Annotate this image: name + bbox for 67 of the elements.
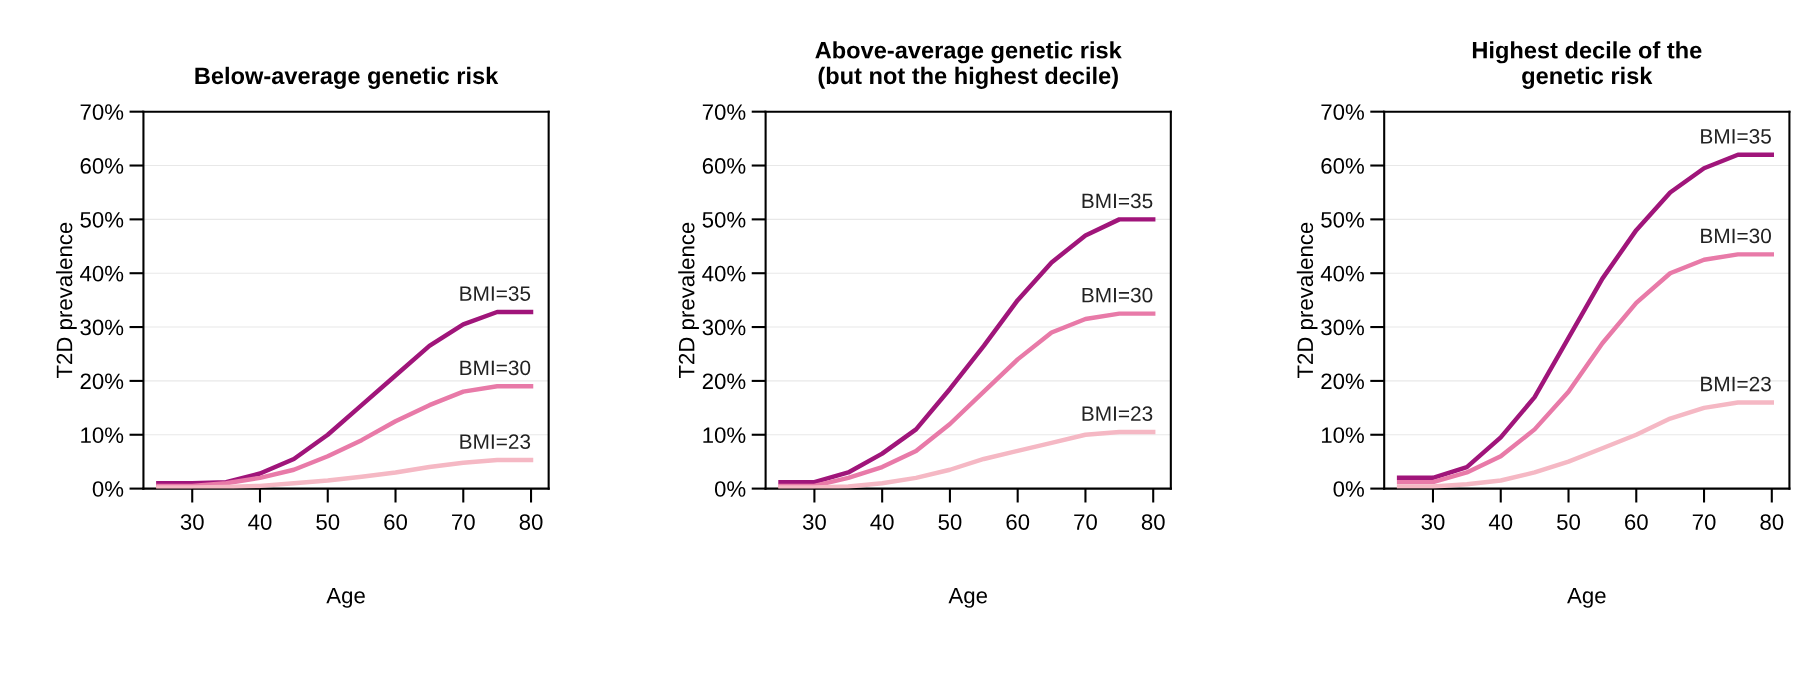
y-tick-label: 10% (81, 427, 124, 444)
line-series (156, 309, 534, 486)
y-tick-label: 40% (702, 265, 746, 282)
y-tick-label: 60% (80, 158, 124, 174)
x-tick-label: 70 (452, 514, 475, 530)
x-axis-title: Age (1567, 587, 1606, 608)
x-tick-label: 60 (384, 514, 408, 530)
series-label: BMI=35 (1701, 128, 1771, 144)
x-tick-label: 70 (1692, 514, 1716, 530)
y-tick-label: 40% (1320, 265, 1364, 282)
y-axis-title: T2D prevalence (1296, 222, 1318, 379)
y-tick-label: 0% (1333, 481, 1364, 497)
y-tick-label: 30% (702, 319, 746, 336)
y-tick-label: 40% (80, 265, 124, 282)
line-series (778, 429, 1156, 489)
x-tick-label: 40 (870, 514, 894, 530)
x-tick-label: 30 (802, 514, 826, 530)
x-tick-label: 60 (1006, 514, 1030, 530)
series-label: BMI=35 (460, 286, 531, 301)
x-tick-label: 40 (1488, 514, 1513, 530)
x-tick-label: 80 (519, 514, 543, 530)
series-label: BMI=23 (1082, 406, 1153, 421)
series-label: BMI=23 (460, 434, 531, 449)
x-tick-label: 50 (1557, 514, 1580, 530)
line-series (156, 457, 534, 489)
y-tick-label: 50% (702, 211, 746, 228)
y-tick-label: 0% (92, 481, 124, 497)
x-tick-label: 60 (1625, 514, 1648, 530)
y-tick-label: 30% (80, 319, 124, 336)
line-series (778, 217, 1156, 485)
line-series (1396, 152, 1775, 481)
y-tick-label: 70% (80, 104, 124, 120)
x-tick-label: 70 (1074, 514, 1097, 530)
x-tick-label: 30 (1421, 514, 1445, 530)
x-tick-label: 40 (248, 514, 272, 530)
y-tick-label: 20% (1321, 373, 1364, 390)
y-tick-label: 30% (1321, 319, 1364, 336)
y-tick-label: 10% (1321, 427, 1364, 444)
x-tick-label: 80 (1760, 514, 1784, 530)
line-series (1396, 400, 1775, 489)
y-tick-label: 60% (1321, 158, 1364, 174)
chart-title: Above-average genetic risk (but not the highest decile) (815, 41, 1122, 89)
y-tick-label: 50% (1321, 211, 1364, 228)
x-axis-title: Age (948, 587, 987, 608)
chart-title: Below-average genetic risk (195, 66, 499, 89)
y-tick-label: 70% (1321, 104, 1364, 120)
series-label: BMI=30 (460, 360, 531, 376)
series-label: BMI=30 (1701, 228, 1771, 244)
y-axis-title: T2D prevalence (56, 222, 77, 379)
y-tick-label: 20% (80, 373, 124, 390)
x-axis-title: Age (326, 587, 365, 608)
series-label: BMI=30 (1082, 287, 1153, 303)
y-tick-label: 70% (702, 104, 746, 120)
x-tick-label: 50 (316, 514, 340, 530)
x-tick-label: 30 (180, 514, 204, 530)
y-tick-label: 0% (714, 481, 746, 497)
x-tick-label: 50 (938, 514, 962, 530)
series-label: BMI=35 (1082, 193, 1153, 209)
line-series (1396, 252, 1775, 485)
y-tick-label: 50% (80, 211, 124, 228)
series-label: BMI=23 (1701, 376, 1771, 392)
y-tick-label: 10% (703, 427, 746, 444)
y-tick-label: 20% (702, 373, 746, 390)
y-axis-title: T2D prevalence (678, 222, 699, 379)
x-tick-label: 80 (1141, 514, 1165, 530)
chart-title: Highest decile of the genetic risk (1472, 41, 1702, 89)
y-tick-label: 60% (702, 158, 746, 174)
